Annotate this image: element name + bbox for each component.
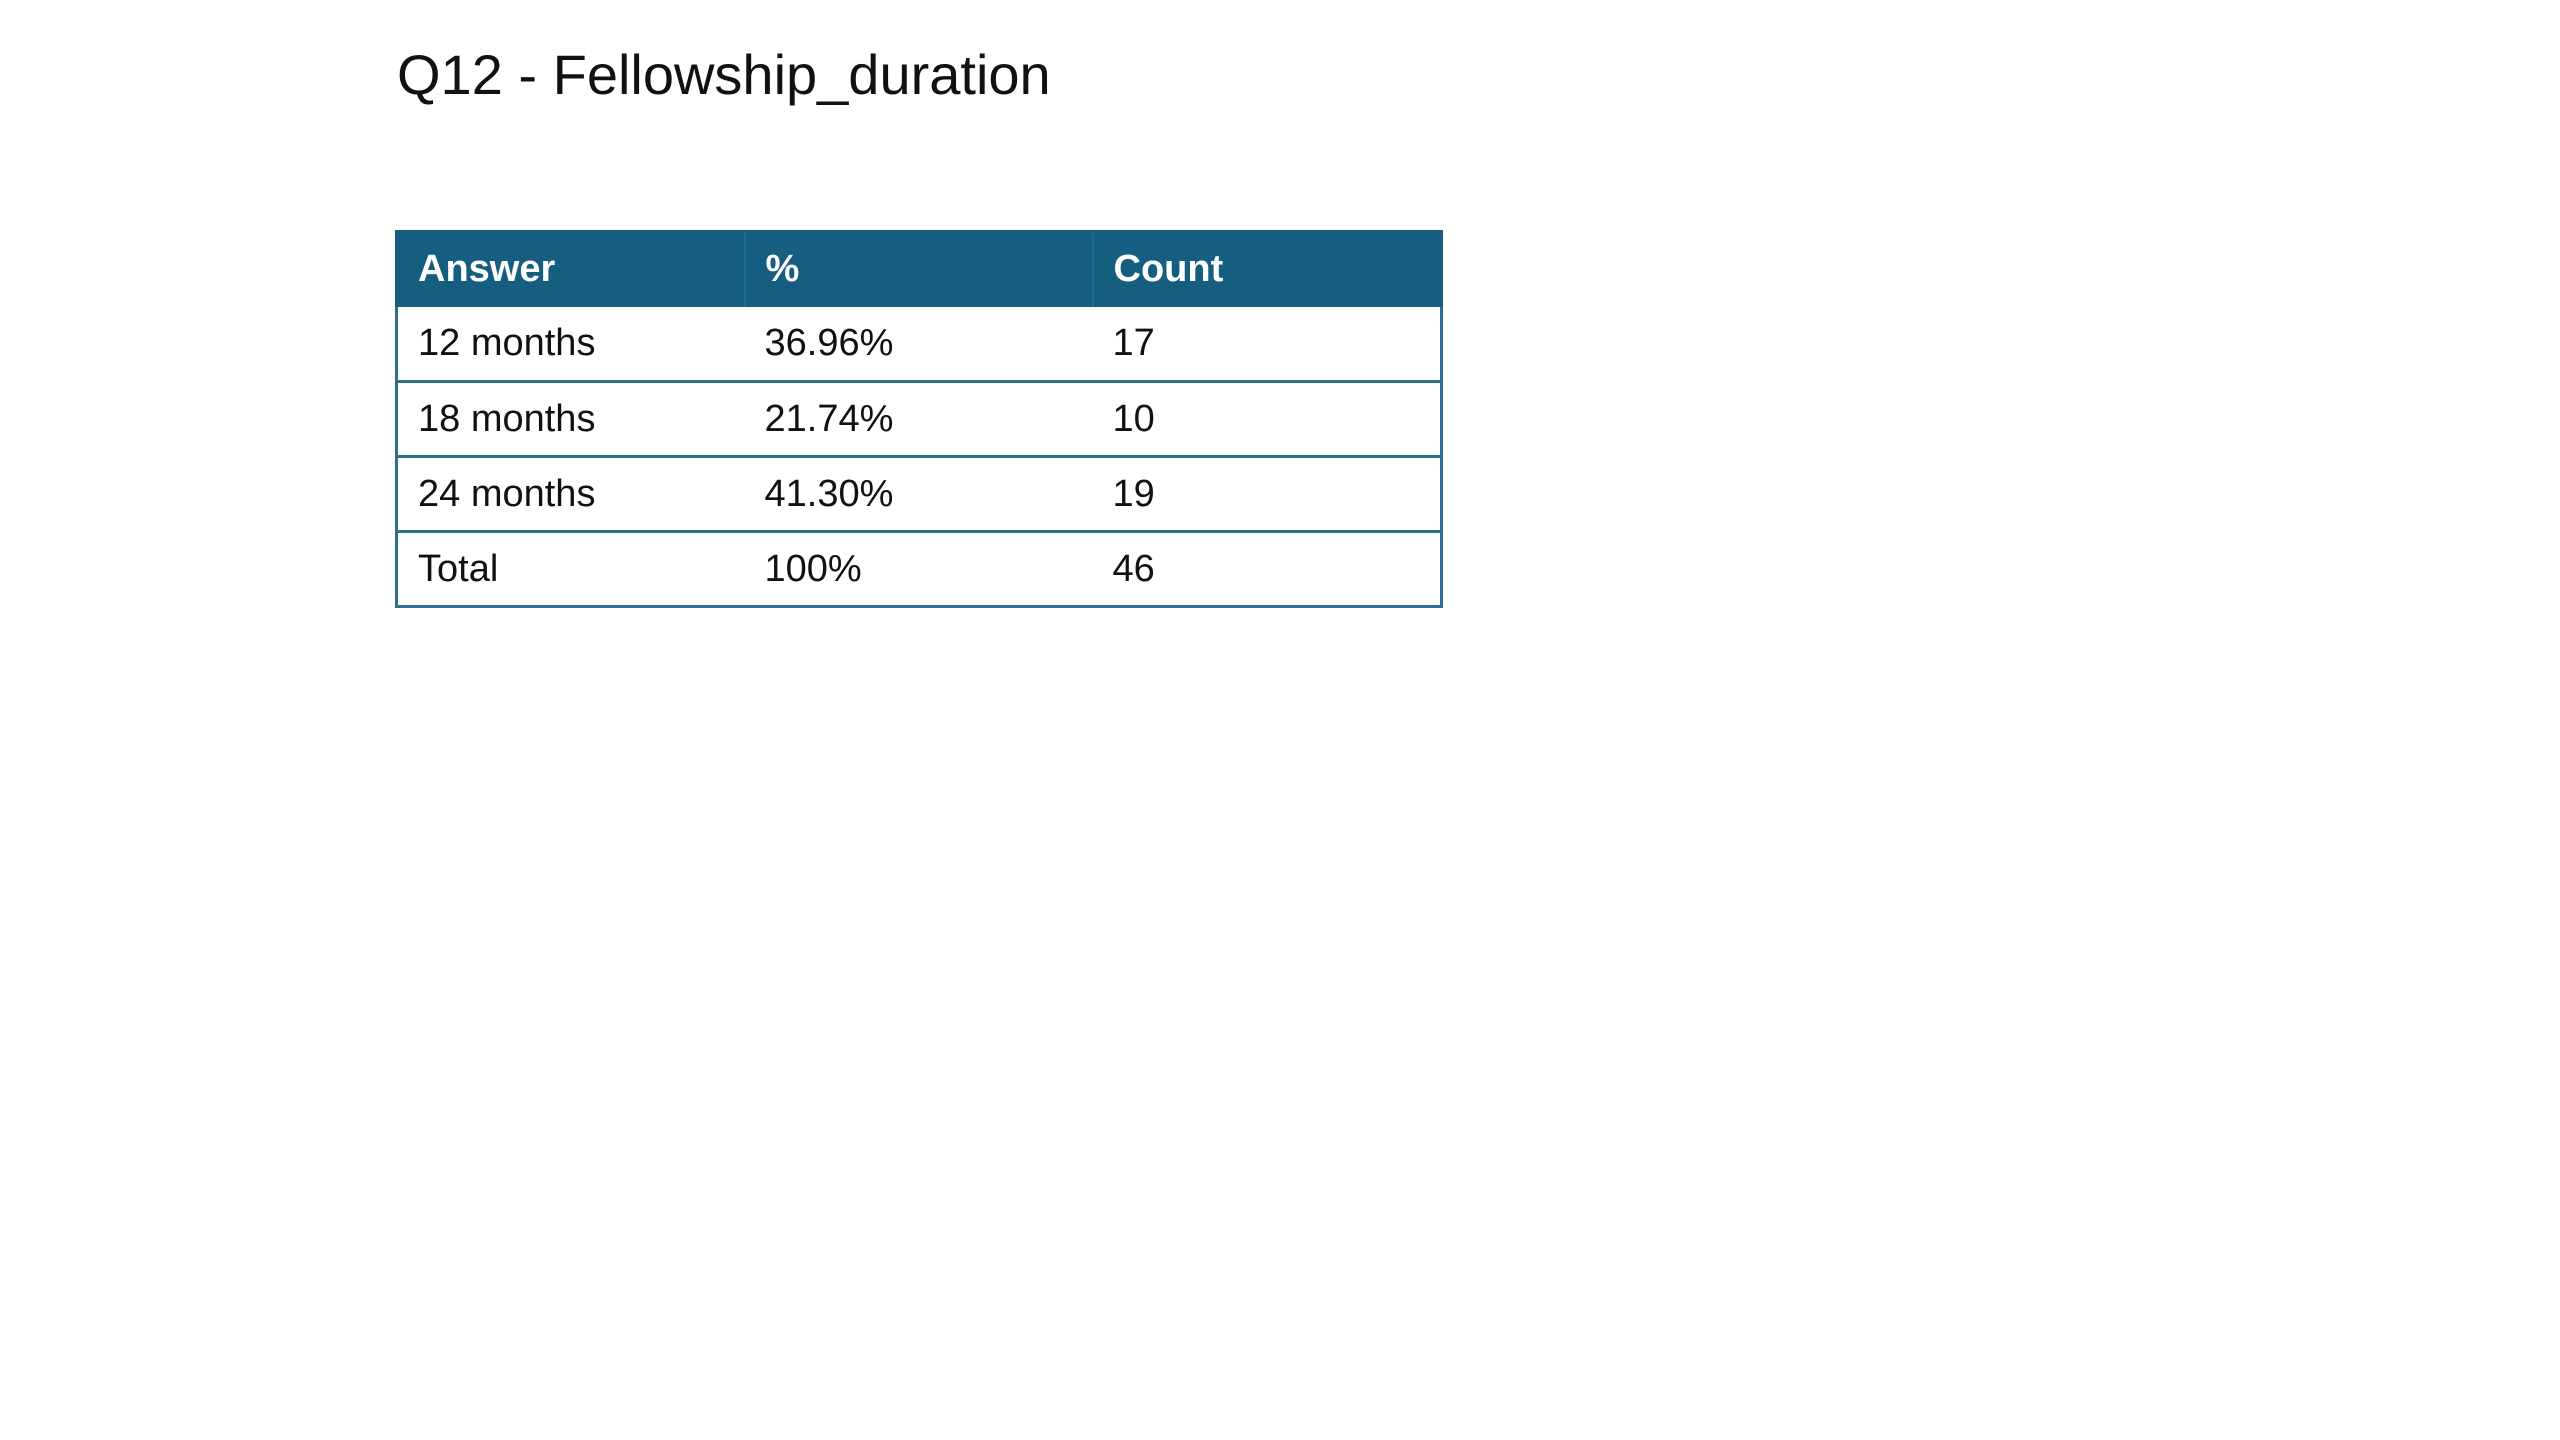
table-row: 24 months 41.30% 19 — [395, 456, 1443, 533]
table-row: 12 months 36.96% 17 — [395, 306, 1443, 383]
count-cell: 10 — [1092, 381, 1443, 458]
column-header-count: Count — [1091, 230, 1443, 307]
percent-cell: 100% — [744, 531, 1093, 608]
table-row: 18 months 21.74% 10 — [395, 381, 1443, 458]
count-cell: 46 — [1092, 531, 1443, 608]
column-header-percent: % — [743, 230, 1093, 307]
answer-cell: Total — [395, 531, 745, 608]
answer-cell: 18 months — [395, 381, 745, 458]
count-cell: 17 — [1092, 306, 1443, 383]
results-table: Answer % Count 12 months 36.96% 17 18 mo… — [395, 230, 1443, 608]
percent-cell: 36.96% — [744, 306, 1093, 383]
percent-cell: 41.30% — [744, 456, 1093, 533]
count-cell: 19 — [1092, 456, 1443, 533]
page-title: Q12 - Fellowship_duration — [397, 43, 1051, 106]
percent-cell: 21.74% — [744, 381, 1093, 458]
answer-cell: 12 months — [395, 306, 745, 383]
table-header: Answer % Count — [395, 230, 1443, 307]
answer-cell: 24 months — [395, 456, 745, 533]
column-header-answer: Answer — [395, 230, 745, 307]
table-row-total: Total 100% 46 — [395, 531, 1443, 608]
table-body: 12 months 36.96% 17 18 months 21.74% 10 … — [395, 306, 1443, 608]
table-header-row: Answer % Count — [395, 230, 1443, 307]
